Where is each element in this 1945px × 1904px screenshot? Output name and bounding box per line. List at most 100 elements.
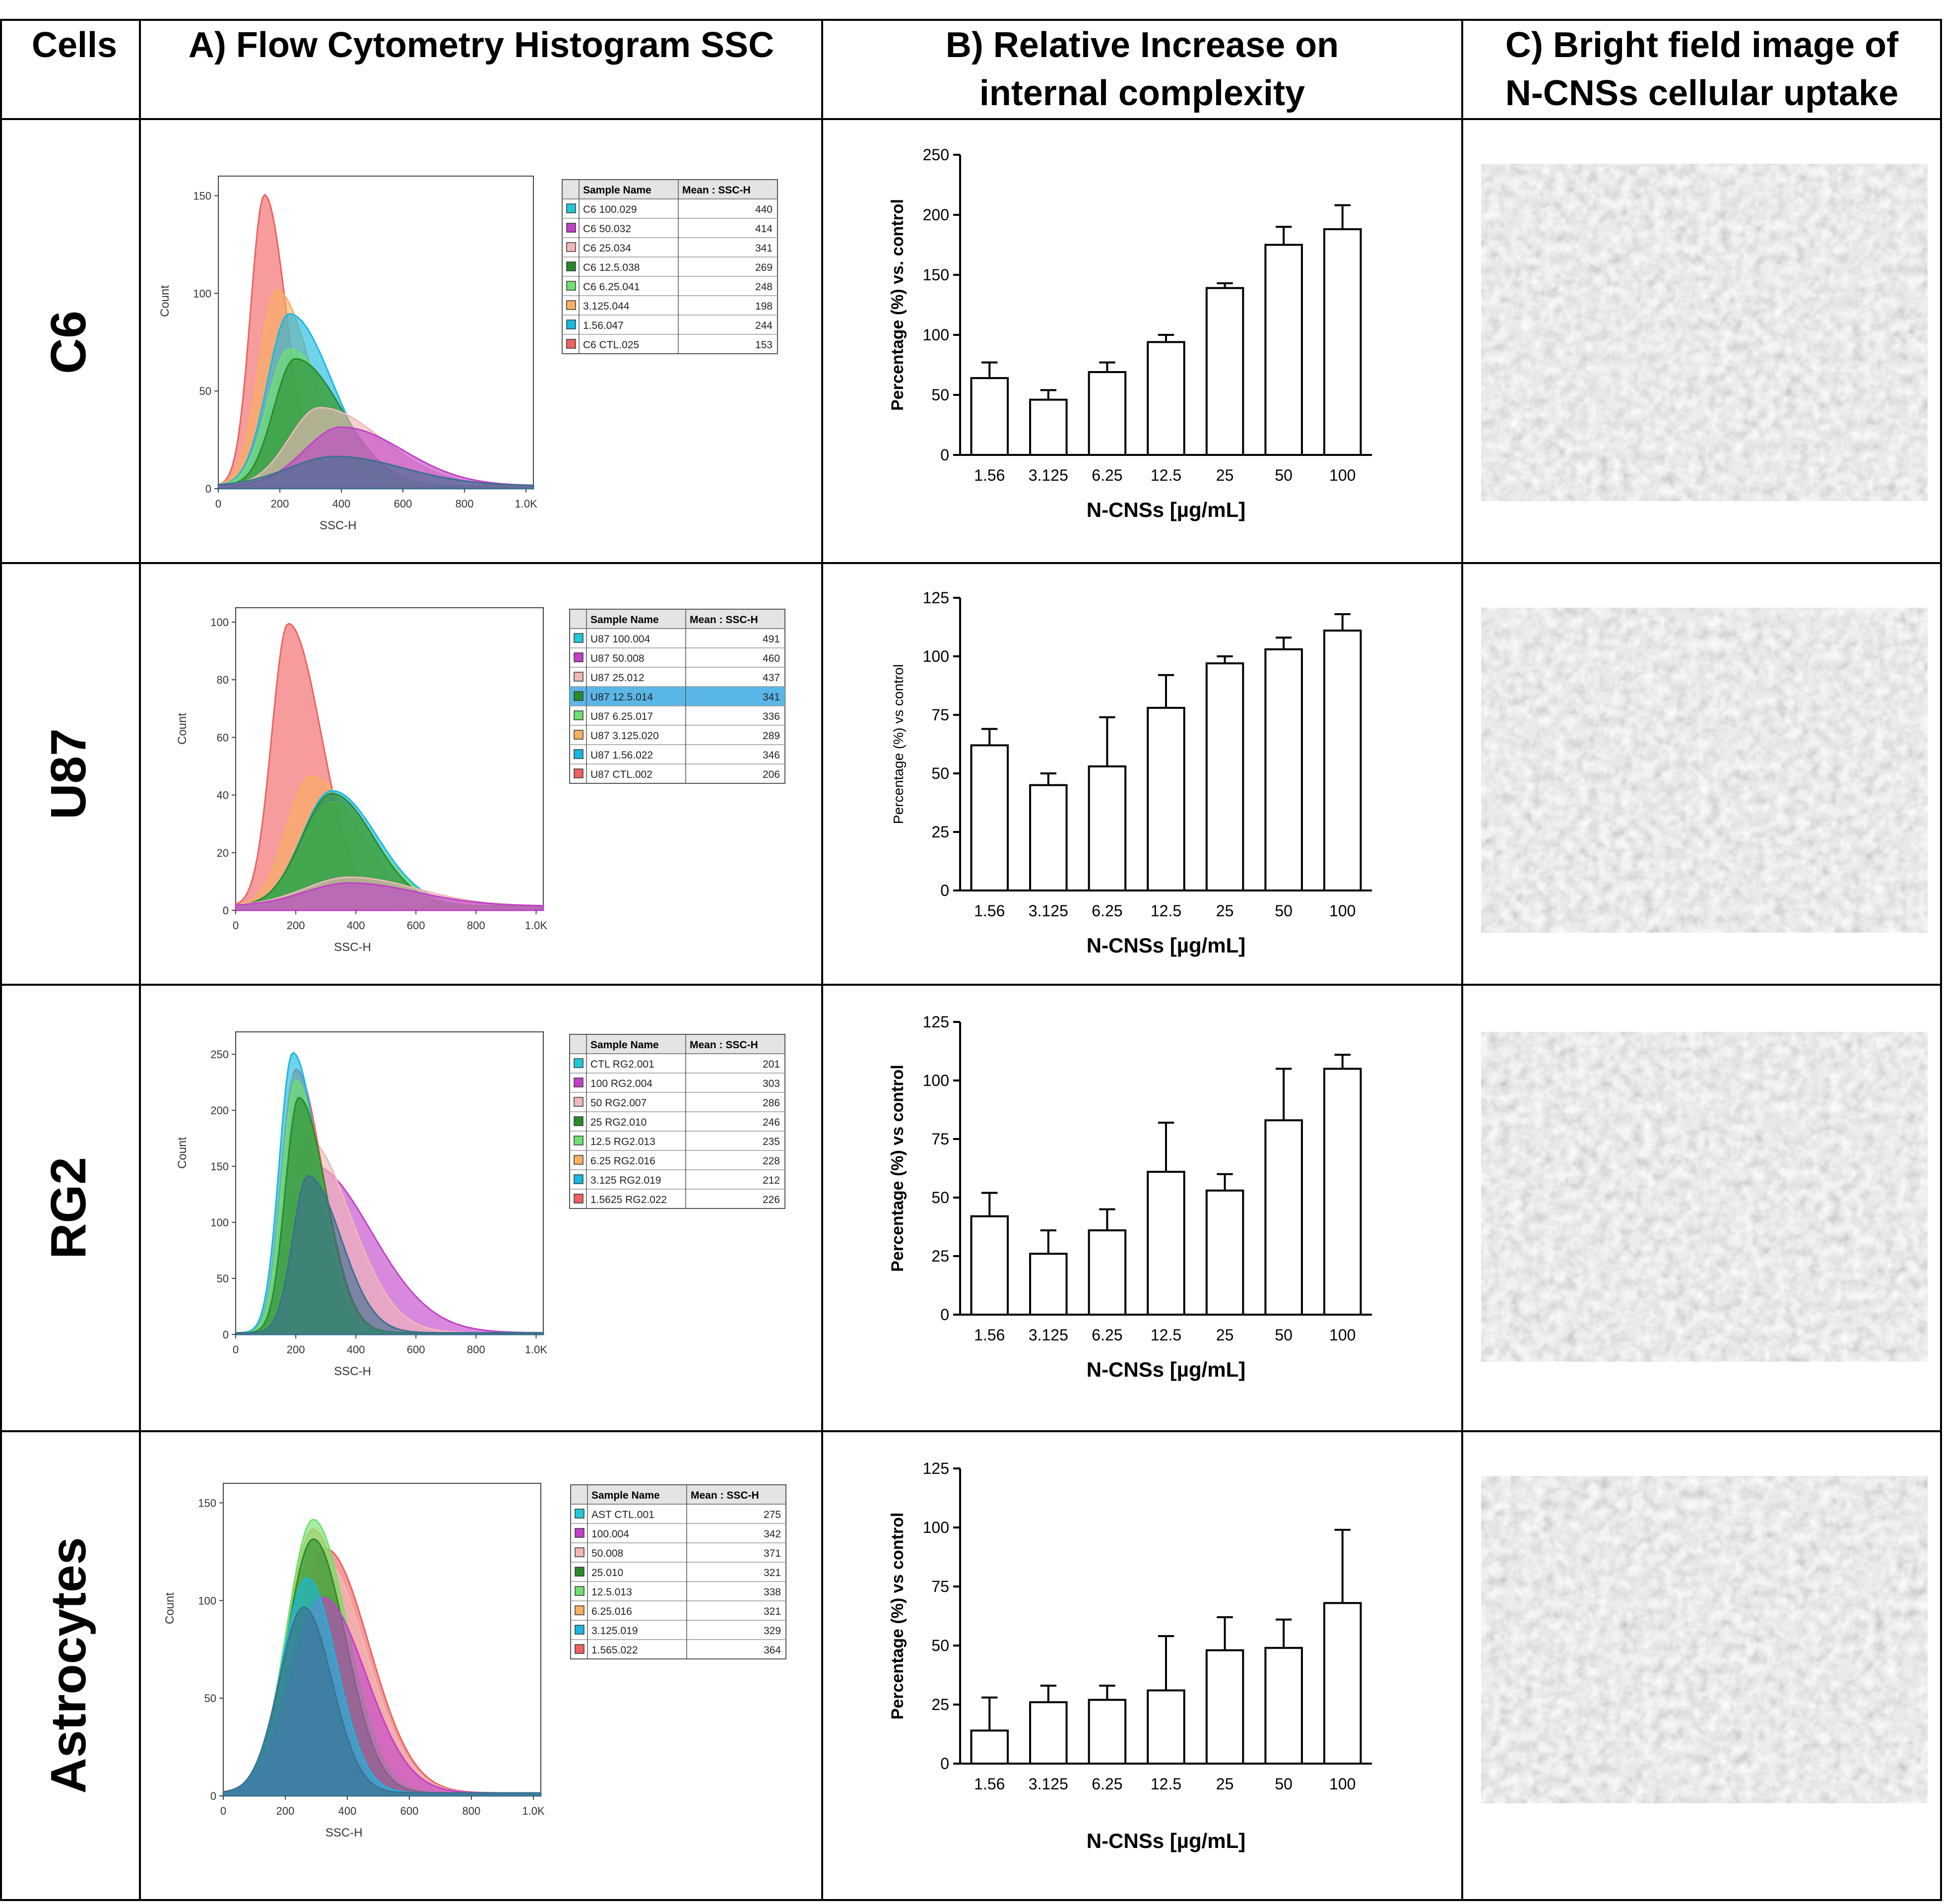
legend-mean-value: 244 (755, 320, 773, 331)
legend-sample-name: 3.125.044 (583, 301, 630, 312)
legend-swatch (574, 710, 584, 720)
x-tick-label: 3.125 (1029, 466, 1068, 484)
legend-swatch (566, 242, 576, 252)
x-tick-label: 1.56 (974, 902, 1005, 920)
y-tick-label: 0 (210, 1790, 216, 1802)
bar (1205, 287, 1244, 456)
y-tick-label: 100 (193, 287, 211, 300)
y-tick-label: 125 (923, 589, 949, 607)
legend-swatch (566, 281, 576, 291)
bar (1029, 1701, 1068, 1765)
legend-swatch (574, 1174, 584, 1184)
x-tick-label: 1.56 (974, 1775, 1005, 1793)
y-tick-label: 25 (931, 1247, 949, 1265)
legend-sample-name: U87 CTL.002 (590, 769, 652, 780)
legend-sample-name: C6 25.034 (583, 243, 631, 254)
histogram-panel-rg2: 0 50 100 150 200 250 0 200 400 600 800 1.0K SSC-H Cou… (176, 1031, 785, 1378)
y-tick-label: 125 (923, 1460, 949, 1477)
x-tick-label: 100 (1329, 902, 1356, 920)
legend-sample-name: 50 RG2.007 (590, 1097, 647, 1109)
x-axis-label: SSC-H (334, 1365, 371, 1378)
bar (1147, 706, 1185, 891)
y-tick-label: 50 (199, 385, 211, 397)
legend-sample-name: 1.565.022 (591, 1645, 638, 1656)
y-tick-label: 60 (217, 731, 229, 744)
row-label-c6: C6 (41, 311, 96, 374)
header-cells: Cells (32, 25, 117, 65)
y-tick-label: 150 (923, 266, 949, 284)
y-axis-label: Percentage (%) vs control (888, 1513, 907, 1720)
bar (1323, 1602, 1362, 1765)
y-tick-label: 50 (931, 764, 949, 782)
legend-mean-value: 226 (763, 1194, 780, 1206)
legend-mean-value: 206 (763, 769, 780, 780)
x-tick-label: 200 (287, 919, 305, 932)
y-tick-label: 0 (205, 483, 211, 495)
legend-swatch (566, 223, 576, 233)
x-axis-label: N-CNSs [µg/mL] (1087, 934, 1246, 957)
x-tick-label: 100 (1329, 1775, 1356, 1793)
x-tick-label: 600 (394, 498, 412, 510)
y-tick-label: 50 (931, 1637, 949, 1654)
legend-mean-value: 336 (763, 711, 780, 722)
x-tick-label: 600 (407, 1343, 425, 1356)
legend-mean-value: 346 (763, 750, 780, 761)
bar (1029, 398, 1068, 456)
legend-sample-name: C6 12.5.038 (583, 262, 640, 273)
x-tick-label: 1.0K (525, 1343, 548, 1356)
x-tick-label: 1.0K (522, 1805, 545, 1817)
legend-row-highlight (570, 687, 785, 706)
x-tick-label: 800 (462, 1805, 481, 1817)
legend-header-sample: Sample Name (590, 1039, 659, 1051)
legend-swatch (566, 300, 576, 310)
legend-swatch (574, 633, 584, 643)
bar (1088, 371, 1127, 456)
bar (1205, 662, 1244, 892)
legend-sample-name: 25 RG2.010 (590, 1117, 647, 1128)
legend-mean-value: 321 (764, 1606, 781, 1617)
legend-sample-name: U87 6.25.017 (590, 711, 653, 722)
legend-mean-value: 235 (763, 1136, 780, 1147)
x-tick-label: 600 (400, 1805, 419, 1817)
legend-swatch (575, 1528, 584, 1538)
legend-sample-name: 25.010 (591, 1567, 623, 1579)
bar (1205, 1649, 1244, 1765)
histogram-curve (222, 1606, 542, 1797)
x-tick-label: 1.56 (974, 466, 1005, 484)
legend-swatch (575, 1605, 584, 1615)
legend-mean-value: 303 (763, 1078, 780, 1089)
x-tick-label: 3.125 (1029, 902, 1068, 920)
legend-swatch (566, 261, 576, 271)
legend-swatch (574, 1194, 584, 1204)
x-axis-label: N-CNSs [µg/mL] (1087, 1358, 1246, 1381)
y-tick-label: 40 (217, 789, 229, 802)
legend-mean-value: 342 (764, 1528, 781, 1540)
histogram-legend: Sample Name Mean : SSC-H C6 100.029 440 C6 5… (562, 179, 778, 354)
histogram-legend: Sample Name Mean : SSC-H CTL RG2.001 201 100… (569, 1034, 785, 1209)
legend-sample-name: 3.125.019 (591, 1625, 638, 1637)
legend-sample-name: 3.125 RG2.019 (590, 1175, 661, 1186)
y-axis-label: Percentage (%) vs control (891, 664, 906, 824)
x-tick-label: 50 (1275, 466, 1293, 484)
x-tick-label: 50 (1275, 902, 1293, 920)
y-tick-label: 200 (923, 206, 949, 224)
legend-header-sample: Sample Name (590, 614, 659, 626)
x-tick-label: 200 (271, 498, 289, 510)
x-tick-label: 12.5 (1151, 466, 1181, 484)
legend-swatch (574, 691, 584, 701)
legend-mean-value: 329 (764, 1625, 781, 1637)
bar (1264, 244, 1303, 456)
bright-field-image-astrocytes (1481, 1476, 1928, 1803)
y-tick-label: 100 (210, 1216, 229, 1229)
legend-sample-name: C6 100.029 (583, 204, 637, 215)
bar (970, 377, 1009, 456)
bar (1088, 765, 1127, 891)
bar (1088, 1229, 1127, 1316)
legend-header-bg (569, 609, 785, 629)
header-flow-cytometry: A) Flow Cytometry Histogram SSC (189, 25, 774, 65)
x-tick-label: 6.25 (1092, 1775, 1122, 1793)
x-tick-label: 25 (1216, 466, 1234, 484)
y-tick-label: 100 (923, 1519, 949, 1536)
x-tick-label: 1.0K (515, 498, 537, 510)
